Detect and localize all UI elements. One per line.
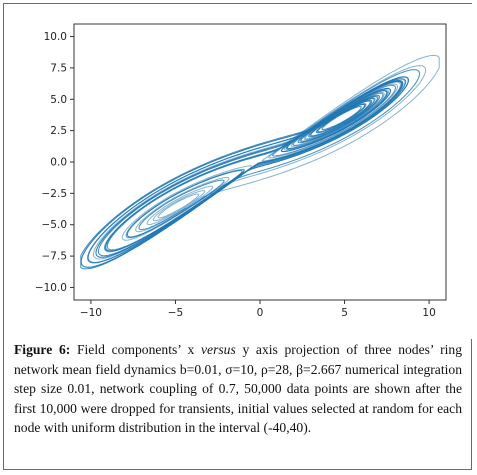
y-tick-label: −2.5 <box>42 188 68 200</box>
trajectory-layer <box>80 54 440 270</box>
trajectory-segment <box>92 65 427 260</box>
plot-background <box>4 4 473 339</box>
figure-plot-area: −10 −5 0 5 10 10.0 7.5 5.0 2.5 0.0 −2.5 −5.0 −7.5 −1… <box>4 4 473 339</box>
caption-label: Figure 6: <box>14 342 71 357</box>
y-axis-ticks: 10.0 7.5 5.0 2.5 0.0 −2.5 −5.0 −7.5 −10.0 <box>35 31 74 294</box>
x-tick-label: 0 <box>257 307 264 319</box>
y-tick-label: 2.5 <box>50 125 67 137</box>
caption-italic-word: versus <box>201 342 236 357</box>
x-tick-label: −5 <box>168 307 183 319</box>
y-tick-label: −10.0 <box>35 282 67 294</box>
y-tick-label: −5.0 <box>42 219 68 231</box>
caption-text-part1: Field components’ x <box>70 342 201 357</box>
trajectory-segment <box>80 76 409 270</box>
x-tick-label: 5 <box>341 307 348 319</box>
caption-text-part2: y axis projection of three nodes’ ring n… <box>14 342 463 436</box>
y-tick-label: 0.0 <box>50 157 67 169</box>
figure-frame: −10 −5 0 5 10 10.0 7.5 5.0 2.5 0.0 −2.5 −5.0 −7.5 −1… <box>3 3 473 470</box>
figure-caption: Figure 6: Field components’ x versus y a… <box>14 340 462 438</box>
x-tick-label: 10 <box>422 307 435 319</box>
x-axis-ticks: −10 −5 0 5 10 <box>80 300 436 319</box>
x-tick-label: −10 <box>80 307 102 319</box>
y-tick-label: 10.0 <box>44 31 67 43</box>
y-tick-label: 5.0 <box>50 94 67 106</box>
y-tick-label: 7.5 <box>50 62 67 74</box>
y-tick-label: −7.5 <box>42 251 68 263</box>
attractor-plot: −10 −5 0 5 10 10.0 7.5 5.0 2.5 0.0 −2.5 −5.0 −7.5 −1… <box>4 4 473 339</box>
